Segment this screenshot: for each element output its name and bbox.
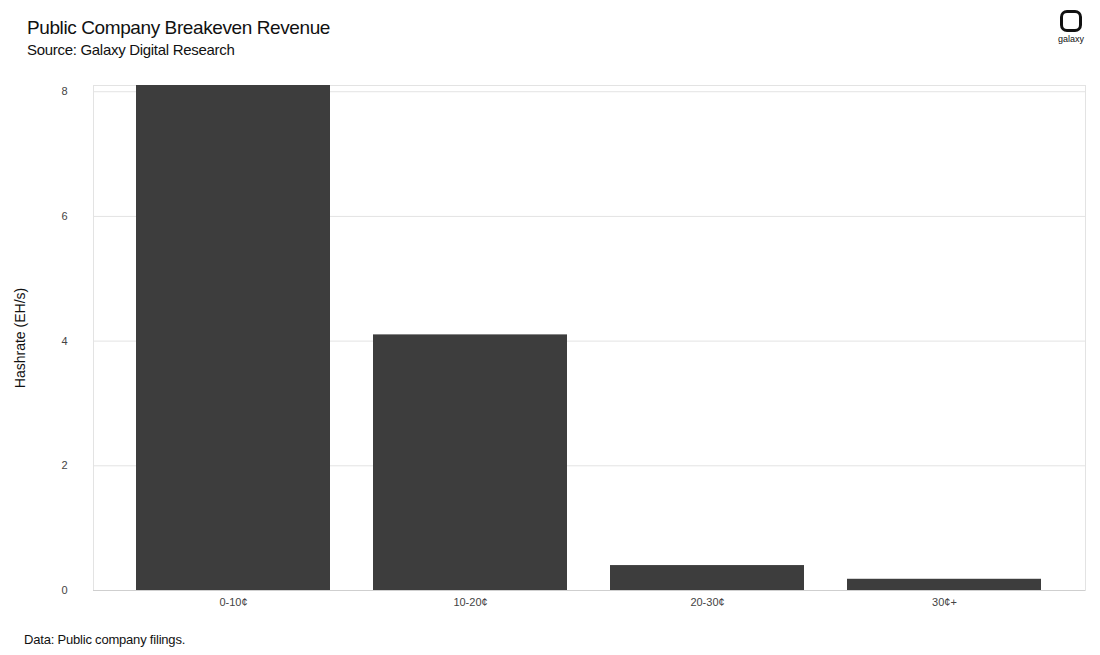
svg-text:10-20¢: 10-20¢ bbox=[453, 596, 487, 608]
html-text:Source: Galaxy Digital Researc: Source: Galaxy Digital Research bbox=[27, 41, 235, 58]
svg-text:Hashrate (EH/s): Hashrate (EH/s) bbox=[12, 288, 28, 388]
svg-text:30¢+: 30¢+ bbox=[932, 596, 957, 608]
svg-text:4: 4 bbox=[61, 335, 67, 347]
svg-text:0: 0 bbox=[61, 584, 67, 596]
svg-text:6: 6 bbox=[61, 210, 67, 222]
svg-text:20-30¢: 20-30¢ bbox=[690, 596, 724, 608]
svg-text:0-10¢: 0-10¢ bbox=[219, 596, 247, 608]
html-text:galaxy: galaxy bbox=[1058, 34, 1084, 44]
html-text:Public Company Breakeven Reven: Public Company Breakeven Revenue bbox=[27, 17, 330, 38]
html-text:Data: Public company filings.: Data: Public company filings. bbox=[24, 632, 186, 647]
svg-text:2: 2 bbox=[61, 459, 67, 471]
svg-text:8: 8 bbox=[61, 85, 67, 97]
